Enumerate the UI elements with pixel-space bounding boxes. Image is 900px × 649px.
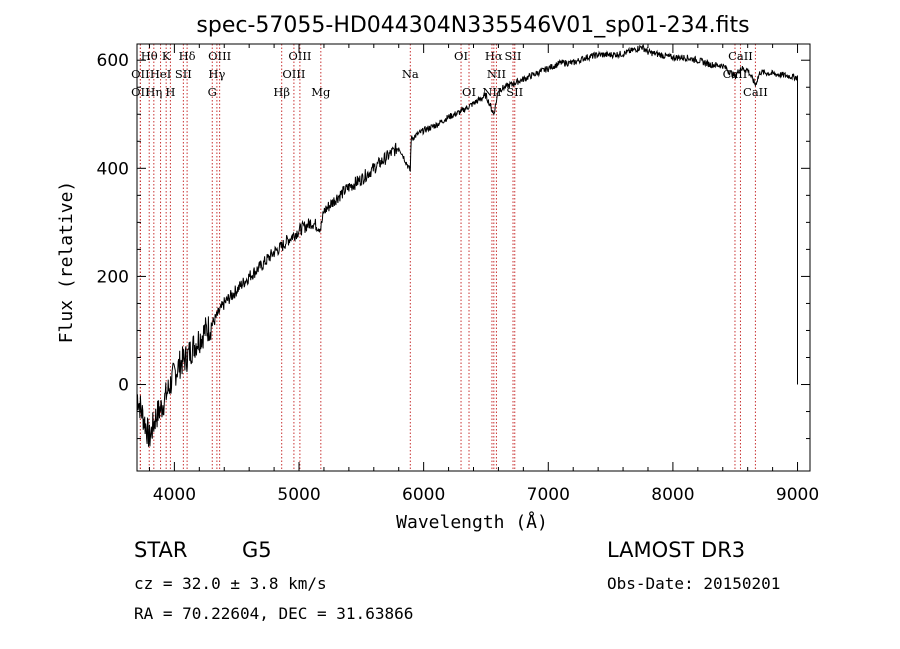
- spectral-line-label: OI: [462, 85, 476, 99]
- spectral-line-label: CaII: [728, 49, 753, 63]
- spectral-line-label: Hθ: [141, 49, 158, 63]
- object-subclass: G5: [242, 538, 272, 562]
- spectral-line-label: OII: [131, 67, 150, 81]
- x-tick-label: 5000: [277, 485, 320, 505]
- redshift-text: cz = 32.0 ± 3.8 km/s: [134, 574, 327, 593]
- spectral-line-label: CaII: [743, 85, 768, 99]
- spectral-line-label: K: [162, 49, 171, 63]
- obs-date: Obs-Date: 20150201: [607, 574, 781, 593]
- y-axis-label: Flux (relative): [56, 181, 77, 344]
- x-tick-label: 7000: [527, 485, 570, 505]
- series-line-0: [136, 44, 798, 447]
- axis-ticks: 4000 5000 6000 7000 8000 9000 0 200 400 600: [97, 44, 819, 505]
- y-tick-label: 0: [118, 376, 129, 396]
- spectral-line-label: OIII: [282, 67, 305, 81]
- spectral-line-label: NII: [487, 67, 506, 81]
- spectral-line-label: HeI: [150, 67, 171, 81]
- spectral-line-label: OIII: [208, 49, 231, 63]
- chart-title: spec-57055-HD044304N335546V01_sp01-234.f…: [196, 13, 749, 38]
- spectral-line-label: SII: [175, 67, 192, 81]
- spectral-line-label: Hα: [485, 49, 503, 63]
- x-tick-label: 9000: [776, 485, 819, 505]
- spectral-line-label: Hβ: [273, 85, 290, 99]
- y-tick-label: 400: [97, 159, 129, 179]
- coordinates: RA = 70.22604, DEC = 31.63866: [134, 604, 414, 623]
- series-layer: [136, 44, 798, 447]
- x-tick-label: 6000: [402, 485, 445, 505]
- x-axis-label: Wavelength (Å): [396, 511, 548, 533]
- spectral-line-label: Mg: [311, 85, 331, 99]
- spectral-line-label: SII: [505, 49, 522, 63]
- spectral-line-label: Hδ: [179, 49, 196, 63]
- spectral-line-label: G: [208, 85, 217, 99]
- spectral-line-label: Hη: [145, 85, 162, 99]
- y-tick-label: 600: [97, 51, 129, 71]
- spectral-line-label: OIII: [288, 49, 311, 63]
- plot-frame: [136, 43, 811, 472]
- spectral-line-label: Na: [402, 67, 419, 81]
- x-tick-label: 8000: [651, 485, 694, 505]
- spectral-line-label: OI: [454, 49, 468, 63]
- spectral-line-label: H: [165, 85, 175, 99]
- survey-name: LAMOST DR3: [607, 538, 746, 562]
- x-tick-label: 4000: [153, 485, 196, 505]
- y-tick-label: 200: [97, 267, 129, 287]
- spectral-line-label: Hγ: [208, 67, 225, 81]
- spectral-line-label: OII: [131, 85, 150, 99]
- object-class: STAR: [134, 538, 188, 562]
- spectral-line-label: SII: [506, 85, 523, 99]
